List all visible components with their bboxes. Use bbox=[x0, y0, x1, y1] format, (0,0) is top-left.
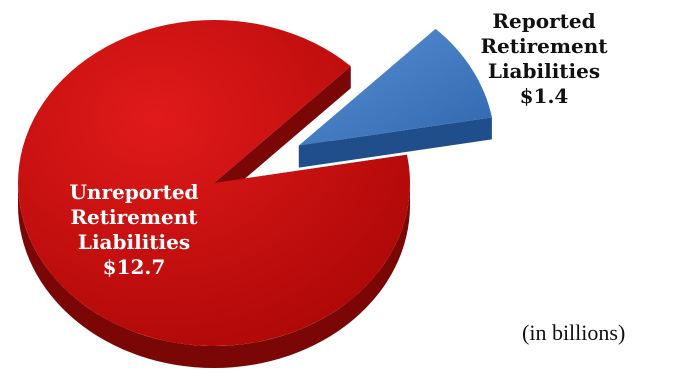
unreported-slice bbox=[18, 19, 411, 368]
reported-label-line-3: Liabilities bbox=[487, 59, 601, 83]
units-note: (in billions) bbox=[522, 320, 626, 345]
unreported-label-line-3: Liabilities bbox=[77, 230, 191, 254]
reported-slice bbox=[298, 28, 492, 168]
reported-label-line-2: Retirement bbox=[480, 34, 608, 58]
unreported-label-line-1: Unreported bbox=[69, 180, 199, 204]
unreported-top-face bbox=[18, 19, 411, 346]
unreported-value-label: $12.7 bbox=[102, 255, 166, 279]
reported-top-face bbox=[298, 28, 492, 146]
reported-value-label: $1.4 bbox=[519, 84, 569, 108]
reported-slice-label: Reported Retirement Liabilities $1.4 bbox=[444, 9, 644, 109]
unreported-slice-label: Unreported Retirement Liabilities $12.7 bbox=[34, 180, 234, 280]
reported-cut-wall-end bbox=[298, 117, 492, 168]
unreported-cut-wall-end bbox=[214, 66, 351, 205]
unreported-label-line-2: Retirement bbox=[70, 205, 198, 229]
reported-label-line-1: Reported bbox=[492, 9, 596, 33]
